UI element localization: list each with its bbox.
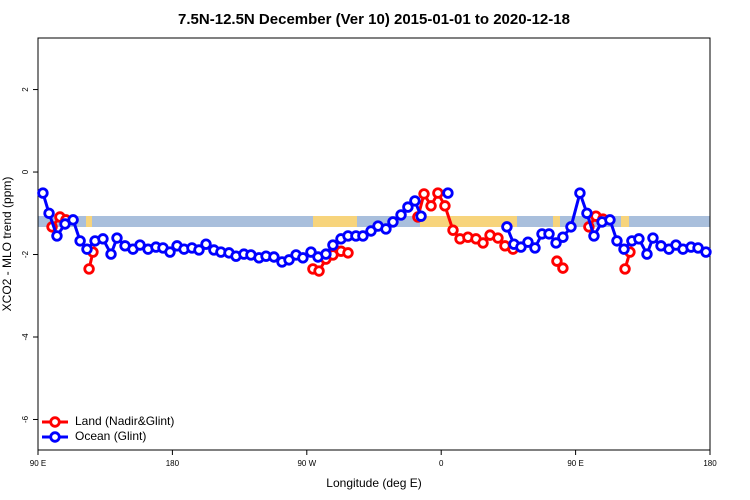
point: [43, 207, 55, 219]
x-tick-label: 180: [166, 459, 180, 468]
point: [425, 200, 437, 212]
point: [409, 195, 421, 207]
point: [74, 235, 86, 247]
band-land: [621, 216, 629, 227]
point: [543, 228, 555, 240]
band-land: [420, 216, 517, 227]
point: [641, 248, 653, 260]
plot-frame: [37, 37, 711, 451]
legend: Land (Nadir&Glint)Ocean (Glint): [42, 414, 174, 443]
x-tick-label: 90 E: [567, 459, 583, 468]
point: [633, 233, 645, 245]
point: [67, 214, 79, 226]
legend-label: Land (Nadir&Glint): [75, 414, 174, 428]
x-axis-label: Longitude (deg E): [326, 476, 421, 490]
legend-label: Ocean (Glint): [75, 429, 146, 443]
y-tick-label: 2: [21, 87, 30, 92]
x-tick-label: 90 W: [297, 459, 316, 468]
point: [297, 252, 309, 264]
y-tick-label: -2: [21, 250, 30, 258]
point: [442, 187, 454, 199]
point: [380, 223, 392, 235]
point: [501, 221, 513, 233]
point: [432, 187, 444, 199]
point: [37, 187, 49, 199]
point: [313, 265, 325, 277]
x-tick-label: 0: [439, 459, 444, 468]
point: [200, 238, 212, 250]
point: [415, 210, 427, 222]
point: [395, 209, 407, 221]
point: [111, 232, 123, 244]
point: [83, 263, 95, 275]
point: [618, 243, 630, 255]
point: [588, 230, 600, 242]
point: [164, 246, 176, 258]
point: [357, 230, 369, 242]
point: [51, 230, 63, 242]
point: [477, 237, 489, 249]
legend-marker: [49, 431, 61, 443]
point: [81, 243, 93, 255]
legend-marker: [49, 416, 61, 428]
point: [557, 231, 569, 243]
point: [557, 262, 569, 274]
point: [551, 255, 563, 267]
y-tick-label: -4: [21, 333, 30, 341]
point: [581, 207, 593, 219]
point: [320, 248, 332, 260]
point: [619, 263, 631, 275]
chart-title: 7.5N-12.5N December (Ver 10) 2015-01-01 …: [178, 11, 570, 28]
point: [574, 187, 586, 199]
x-tick-label: 90 E: [30, 459, 46, 468]
point: [611, 235, 623, 247]
band-land: [313, 216, 357, 227]
point: [550, 237, 562, 249]
y-tick-label: 0: [21, 169, 30, 174]
point: [193, 244, 205, 256]
point: [565, 221, 577, 233]
y-tick-label: -6: [21, 415, 30, 423]
point: [97, 233, 109, 245]
band: [38, 216, 710, 227]
y-axis-label: XCO2 - MLO trend (ppm): [0, 177, 14, 312]
land-ocean-band: [38, 216, 710, 227]
point: [342, 247, 354, 259]
point: [447, 224, 459, 236]
point: [604, 214, 616, 226]
point: [105, 248, 117, 260]
band-land: [86, 216, 92, 227]
point: [439, 200, 451, 212]
point: [327, 239, 339, 251]
x-tick-label: 180: [703, 459, 717, 468]
point: [522, 236, 534, 248]
point: [387, 216, 399, 228]
band-land: [553, 216, 560, 227]
point: [402, 201, 414, 213]
point: [492, 232, 504, 244]
point: [529, 242, 541, 254]
point: [268, 251, 280, 263]
point: [647, 232, 659, 244]
point: [700, 246, 712, 258]
point: [418, 188, 430, 200]
